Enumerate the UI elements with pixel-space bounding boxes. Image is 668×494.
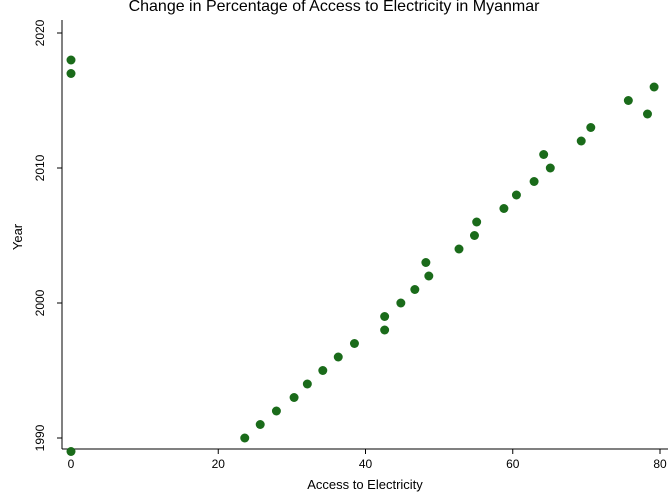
data-point	[469, 231, 479, 240]
x-ticks: 0 20 40 60 80	[68, 449, 667, 471]
data-point	[545, 163, 555, 173]
y-ticks: 1990 2000 2010 2020	[33, 19, 62, 451]
data-point	[454, 244, 464, 254]
data-point	[289, 393, 299, 402]
data-point	[380, 325, 390, 335]
data-point	[66, 69, 76, 78]
data-point	[380, 312, 390, 321]
data-point	[410, 285, 420, 294]
x-tick-label: 40	[359, 457, 373, 471]
data-point	[66, 55, 76, 65]
data-point	[499, 204, 509, 213]
y-axis-title: Year	[10, 223, 25, 250]
data-point	[511, 190, 521, 200]
x-tick-label: 20	[212, 457, 226, 471]
x-axis-title: Access to Electricity	[307, 477, 423, 492]
y-tick-label: 2020	[33, 19, 47, 46]
data-point	[623, 96, 633, 105]
data-point	[333, 352, 343, 362]
data-point	[472, 217, 482, 227]
x-tick-label: 80	[653, 457, 667, 471]
data-point	[649, 82, 659, 92]
data-point	[529, 177, 539, 186]
x-tick-label: 0	[68, 457, 75, 471]
data-point	[642, 109, 652, 119]
data-point	[302, 379, 312, 389]
y-tick-label: 1990	[33, 424, 47, 451]
data-point	[349, 339, 359, 348]
data-point	[586, 123, 596, 132]
x-tick-label: 60	[506, 457, 520, 471]
chart-title: Change in Percentage of Access to Electr…	[129, 0, 541, 15]
data-point	[255, 420, 265, 429]
data-points	[66, 55, 659, 456]
y-tick-label: 2010	[33, 154, 47, 181]
data-point	[240, 433, 250, 443]
data-point	[539, 150, 549, 159]
data-point	[396, 298, 406, 308]
data-point	[318, 366, 328, 375]
data-point	[271, 406, 281, 416]
y-tick-label: 2000	[33, 289, 47, 316]
data-point	[421, 258, 431, 267]
data-point	[424, 271, 434, 281]
data-point	[576, 136, 586, 146]
data-point	[66, 447, 76, 456]
